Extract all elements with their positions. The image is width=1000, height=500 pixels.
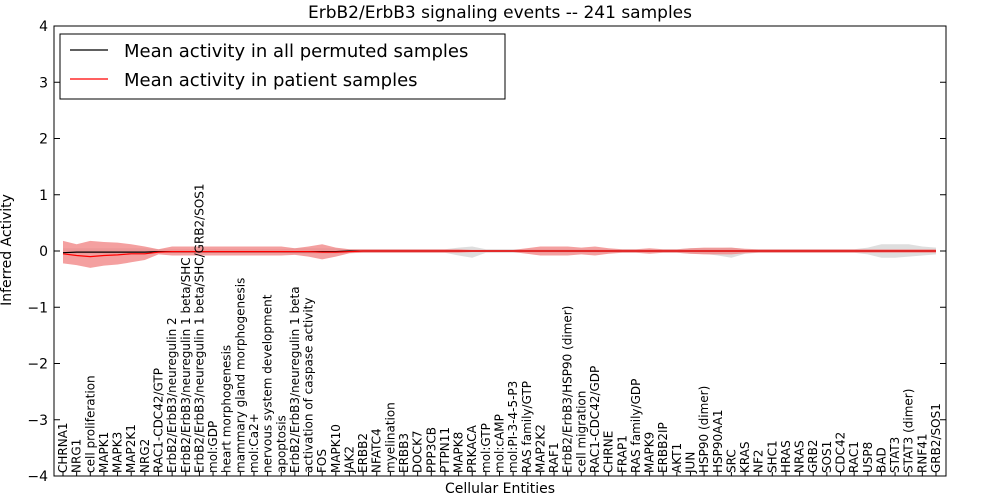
y-tick-label: 2 xyxy=(39,132,48,148)
chart-title: ErbB2/ErbB3 signaling events -- 241 samp… xyxy=(308,3,692,23)
x-tick-label: ErbB2/ErbB3/neuregulin 1 beta xyxy=(288,286,302,473)
x-tick-label: NRG1 xyxy=(70,439,84,473)
x-tick-label: MAP2K1 xyxy=(124,424,138,473)
x-tick-label: SRC xyxy=(724,449,738,473)
x-tick-label: MAPK9 xyxy=(643,432,657,473)
x-tick-label: KRAS xyxy=(738,441,752,473)
x-tick-label: PTPN11 xyxy=(438,427,452,473)
series-line-patient xyxy=(62,250,936,258)
x-tick-label: RAF1 xyxy=(547,442,561,473)
x-tick-label: SOS1 xyxy=(820,441,834,473)
x-tick-label: STAT3 (dimer) xyxy=(902,389,916,473)
x-axis: CHRNA1 NRG1 cell proliferation MAPK1 MAPK3 MA… xyxy=(56,183,943,476)
y-tick-label: 4 xyxy=(39,19,48,35)
x-tick-label: ErbB2/ErbB3/neuregulin 2 xyxy=(165,317,179,473)
x-tick-label: CDC42 xyxy=(834,432,848,473)
x-tick-label: RAC1-CDC42/GTP xyxy=(152,368,166,473)
y-tick-label: −3 xyxy=(27,413,48,429)
x-tick-label: ERBB3 xyxy=(397,433,411,473)
legend-entry-patient: Mean activity in patient samples xyxy=(124,70,418,91)
y-tick-label: −1 xyxy=(27,300,48,316)
x-tick-label: RAS family/GTP xyxy=(520,381,534,473)
x-tick-label: CHRNE xyxy=(602,431,616,473)
x-tick-label: ErbB2/ErbB3/neuregulin 1 beta/SHC xyxy=(179,257,193,473)
x-tick-label: NFATC4 xyxy=(370,428,384,473)
x-tick-label: BAD xyxy=(874,447,888,473)
x-tick-label: nervous system development xyxy=(261,294,275,473)
x-tick-label: NF2 xyxy=(752,449,766,473)
y-axis: −4 −3 −2 −1 0 1 2 3 4 xyxy=(27,19,946,485)
x-axis-label: Cellular Entities xyxy=(445,481,555,497)
y-tick-label: 1 xyxy=(39,188,48,204)
x-tick-label: GRB2/SOS1 xyxy=(929,403,943,473)
x-tick-label: CHRNA1 xyxy=(56,422,70,473)
y-axis-label: Inferred Activity xyxy=(0,194,15,306)
x-tick-label: MAPK3 xyxy=(111,432,125,473)
x-tick-label: MAPK1 xyxy=(97,432,111,473)
x-tick-label: FRAP1 xyxy=(615,435,629,473)
x-tick-label: mol:GTP xyxy=(479,423,493,473)
x-tick-label: HRAS xyxy=(779,440,793,473)
y-tick-label: 3 xyxy=(39,75,48,91)
x-tick-label: heart morphogenesis xyxy=(220,345,234,473)
x-tick-label: AKT1 xyxy=(670,443,684,473)
x-tick-label: NRG2 xyxy=(138,439,152,473)
y-tick-label: −2 xyxy=(27,357,48,373)
y-tick-label: −4 xyxy=(27,469,48,485)
x-tick-label: JAK2 xyxy=(343,446,357,474)
x-tick-label: mol:Ca2+ xyxy=(247,413,261,473)
x-tick-label: myelination xyxy=(383,402,397,473)
x-tick-label: ERBB2IP xyxy=(656,422,670,473)
x-tick-label: GRB2 xyxy=(806,439,820,473)
x-tick-label: MAPK10 xyxy=(329,424,343,473)
x-tick-label: cell migration xyxy=(574,391,588,473)
legend: Mean activity in all permuted samples Me… xyxy=(59,33,506,100)
patient-band xyxy=(63,240,936,268)
x-tick-label: apoptosis xyxy=(274,415,288,473)
legend-entry-permuted: Mean activity in all permuted samples xyxy=(124,41,468,62)
x-tick-label: cell proliferation xyxy=(83,375,97,473)
x-tick-label: HSP90AA1 xyxy=(711,409,725,473)
x-tick-label: mol:PI-3-4-5-P3 xyxy=(506,381,520,473)
x-tick-label: RAS family/GDP xyxy=(629,379,643,473)
x-tick-label: RAC1-CDC42/GDP xyxy=(588,366,602,473)
x-tick-label: SHC1 xyxy=(765,440,779,473)
legend-box xyxy=(59,33,506,100)
x-tick-label: USP8 xyxy=(861,442,875,473)
x-tick-label: MAP2K2 xyxy=(533,424,547,473)
x-tick-label: mol:GDP xyxy=(206,421,220,473)
x-tick-label: mol:cAMP xyxy=(493,414,507,473)
x-tick-label: PRKACA xyxy=(465,424,479,473)
x-tick-label: ErbB2/ErbB3/HSP90 (dimer) xyxy=(561,306,575,473)
x-tick-label: FOS xyxy=(315,449,329,473)
x-tick-label: RNF41 xyxy=(915,434,929,474)
x-tick-label: NRAS xyxy=(793,440,807,473)
x-tick-label: HSP90 (dimer) xyxy=(697,386,711,473)
x-tick-label: MAPK8 xyxy=(452,432,466,473)
x-tick-label: STAT3 xyxy=(888,437,902,473)
x-tick-label: RAC1 xyxy=(847,441,861,473)
x-tick-label: ERBB2 xyxy=(356,433,370,473)
x-tick-label: activation of caspase activity xyxy=(302,298,316,473)
x-tick-label: JUN xyxy=(684,452,698,474)
y-tick-label: 0 xyxy=(39,244,48,260)
x-tick-label: ErbB2/ErbB3/neuregulin 1 beta/SHC/GRB2/S… xyxy=(192,183,206,473)
x-tick-label: DOCK7 xyxy=(411,430,425,473)
x-tick-label: mammary gland morphogenesis xyxy=(233,278,247,473)
x-tick-label: PPP3CB xyxy=(424,427,438,473)
